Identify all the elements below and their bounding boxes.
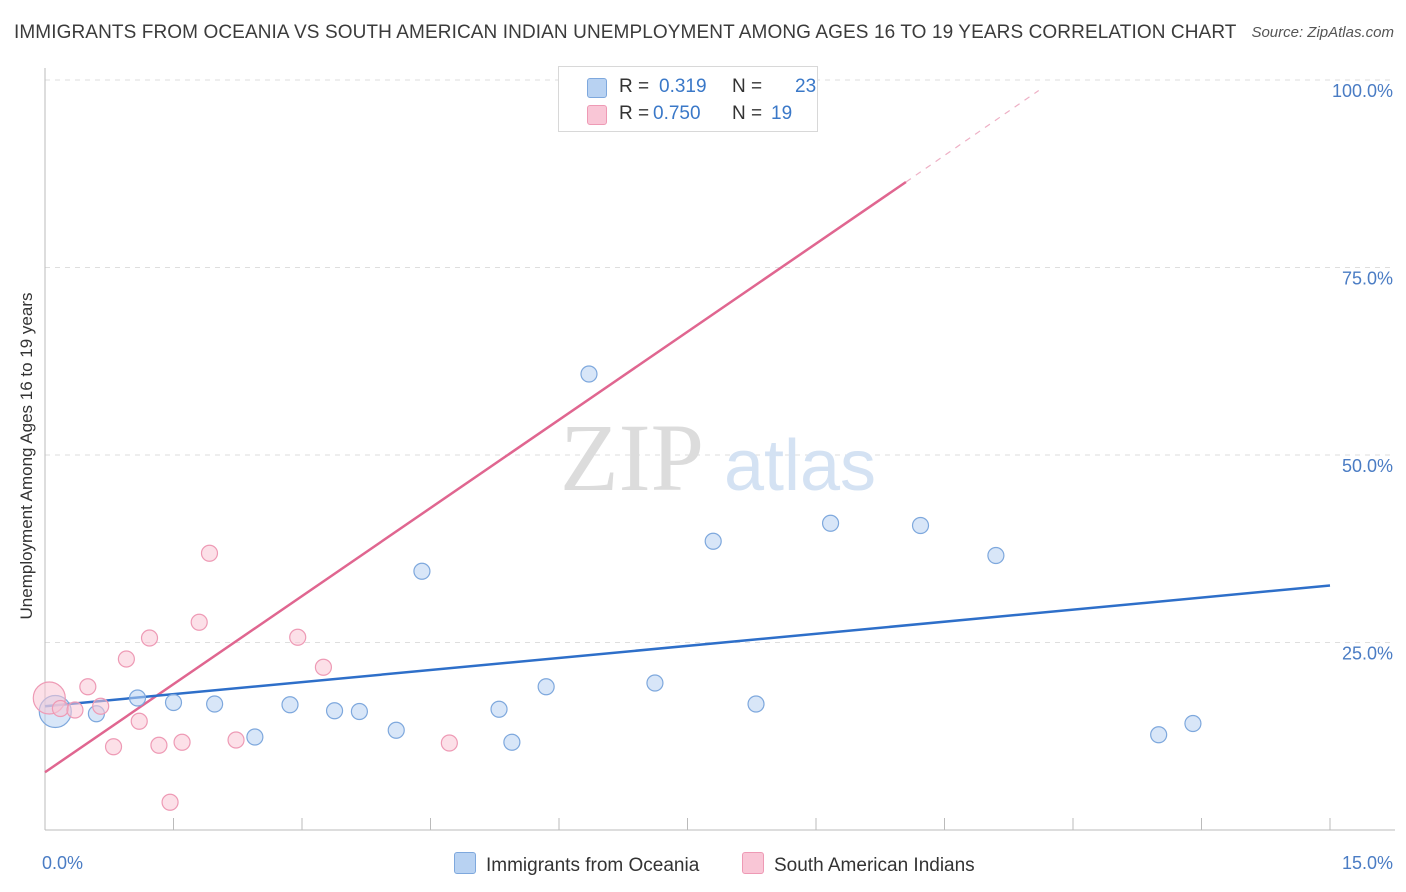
point-sai-14 [227, 731, 245, 749]
trend-line-oceania [44, 584, 1331, 708]
point-sai-15 [289, 628, 307, 646]
bottom-legend-label-oceania: Immigrants from Oceania [486, 855, 700, 876]
trend-line-sai-extrapolated [905, 90, 1040, 183]
legend-n-value-sai: 19 [771, 103, 793, 124]
point-sai-12 [190, 613, 208, 631]
x-tick-label-0: 0.0% [42, 853, 83, 873]
bottom-legend-swatch-sai [742, 852, 764, 874]
y-axis-label: Unemployment Among Ages 16 to 19 years [17, 292, 36, 620]
point-oceania-18 [821, 514, 840, 532]
point-sai-6 [117, 650, 135, 668]
point-sai-3 [79, 678, 97, 696]
point-sai-13 [200, 544, 219, 562]
point-sai-8 [140, 629, 159, 647]
point-oceania-8 [350, 702, 368, 721]
tick-labels: 25.0% 50.0% 75.0% 100.0% 0.0% 15.0% [42, 81, 1393, 873]
point-oceania-10 [413, 562, 431, 580]
legend-r-label: R = [619, 103, 650, 124]
source-credit: Source: ZipAtlas.com [1251, 24, 1394, 41]
point-oceania-2 [128, 689, 147, 707]
point-oceania-12 [503, 733, 521, 751]
legend-swatch-oceania [587, 78, 607, 98]
y-tick-label-75: 75.0% [1342, 269, 1393, 289]
point-oceania-22 [1184, 714, 1202, 733]
point-sai-5 [104, 738, 123, 756]
point-oceania-21 [1150, 726, 1168, 744]
point-oceania-4 [206, 695, 224, 713]
point-oceania-5 [246, 728, 264, 746]
point-sai-16 [314, 658, 333, 676]
point-oceania-6 [281, 696, 299, 714]
point-oceania-3 [164, 693, 183, 712]
bottom-legend-oceania: Immigrants from Oceania [454, 852, 699, 877]
x-tick-label-15: 15.0% [1342, 853, 1393, 873]
point-sai-7 [130, 712, 148, 730]
legend-n-label: N = [732, 76, 763, 97]
point-sai-4 [92, 697, 110, 715]
point-oceania-9 [387, 721, 405, 739]
chart-title: IMMIGRANTS FROM OCEANIA VS SOUTH AMERICA… [14, 22, 1237, 43]
legend-n-value-oceania: 23 [795, 76, 817, 97]
point-oceania-17 [747, 695, 765, 713]
point-sai-10 [161, 793, 179, 811]
point-oceania-19 [911, 516, 930, 535]
trend-lines [44, 90, 1331, 774]
bottom-legend-swatch-oceania [454, 852, 476, 874]
legend-r-label: R = [619, 76, 650, 97]
point-oceania-14 [580, 365, 598, 383]
point-sai-11 [173, 733, 191, 751]
gridlines [45, 79, 1395, 643]
point-sai-2 [66, 701, 84, 719]
point-oceania-11 [490, 700, 508, 718]
point-sai-1 [51, 699, 70, 718]
bottom-legend-label-sai: South American Indians [774, 855, 975, 876]
point-oceania-16 [704, 532, 722, 550]
correlation-legend: R = 0.319 N = 23 R = 0.750 N = 19 [558, 66, 818, 132]
y-tick-label-100: 100.0% [1332, 81, 1393, 101]
point-sai-17 [440, 734, 458, 752]
trend-line-sai [44, 180, 907, 774]
watermark-atlas: atlas [724, 426, 876, 506]
bottom-legend-sai: South American Indians [742, 852, 975, 877]
watermark: ZIP atlas [560, 404, 876, 511]
legend-r-value-sai: 0.750 [653, 103, 701, 124]
y-tick-label-50: 50.0% [1342, 456, 1393, 476]
y-tick-label-25: 25.0% [1342, 644, 1393, 664]
legend-n-label: N = [732, 103, 763, 124]
point-oceania-15 [646, 674, 664, 692]
legend-swatch-sai [587, 105, 607, 125]
watermark-zip: ZIP [560, 404, 704, 511]
point-oceania-20 [987, 546, 1005, 565]
point-oceania-13 [537, 678, 555, 696]
point-sai-9 [150, 736, 168, 754]
point-oceania-7 [325, 702, 344, 720]
legend-r-value-oceania: 0.319 [659, 76, 707, 97]
